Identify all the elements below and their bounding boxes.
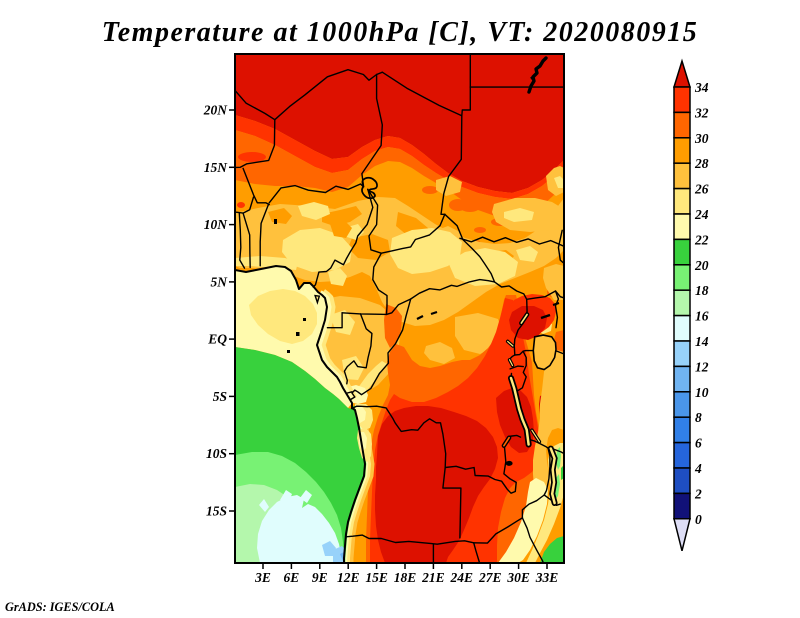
svg-text:GrADS: IGES/COLA: GrADS: IGES/COLA: [5, 600, 115, 614]
svg-text:8: 8: [695, 410, 702, 425]
svg-text:32: 32: [694, 105, 709, 120]
svg-text:3E: 3E: [254, 570, 271, 585]
svg-text:15E: 15E: [365, 570, 388, 585]
svg-text:10S: 10S: [206, 446, 227, 461]
svg-text:6: 6: [695, 436, 702, 451]
svg-text:21E: 21E: [421, 570, 445, 585]
svg-text:28: 28: [694, 156, 709, 171]
svg-text:12: 12: [695, 359, 709, 374]
svg-text:30E: 30E: [506, 570, 530, 585]
svg-text:EQ: EQ: [207, 332, 227, 347]
svg-text:9E: 9E: [312, 570, 328, 585]
svg-text:10N: 10N: [204, 217, 229, 232]
svg-text:34: 34: [694, 80, 709, 95]
svg-text:20: 20: [694, 258, 709, 273]
svg-text:Temperature at 1000hPa [C], VT: Temperature at 1000hPa [C], VT: 20200809…: [102, 17, 699, 48]
svg-text:15S: 15S: [206, 504, 227, 519]
svg-text:6E: 6E: [284, 570, 300, 585]
svg-text:30: 30: [694, 131, 709, 146]
svg-text:26: 26: [694, 182, 709, 197]
svg-text:14: 14: [695, 334, 709, 349]
svg-text:12E: 12E: [337, 570, 360, 585]
svg-text:24E: 24E: [450, 570, 474, 585]
svg-text:18: 18: [695, 283, 709, 298]
svg-text:4: 4: [694, 461, 702, 476]
svg-text:33E: 33E: [535, 570, 559, 585]
svg-text:0: 0: [695, 512, 702, 527]
svg-text:20N: 20N: [203, 103, 229, 118]
svg-text:2: 2: [694, 486, 702, 501]
svg-text:5S: 5S: [213, 389, 227, 404]
svg-text:10: 10: [695, 385, 709, 400]
svg-text:24: 24: [694, 207, 709, 222]
svg-text:15N: 15N: [204, 160, 229, 175]
svg-text:22: 22: [694, 232, 709, 247]
svg-text:16: 16: [695, 309, 709, 324]
svg-text:5N: 5N: [211, 274, 229, 289]
svg-text:27E: 27E: [478, 570, 502, 585]
svg-text:18E: 18E: [394, 570, 417, 585]
